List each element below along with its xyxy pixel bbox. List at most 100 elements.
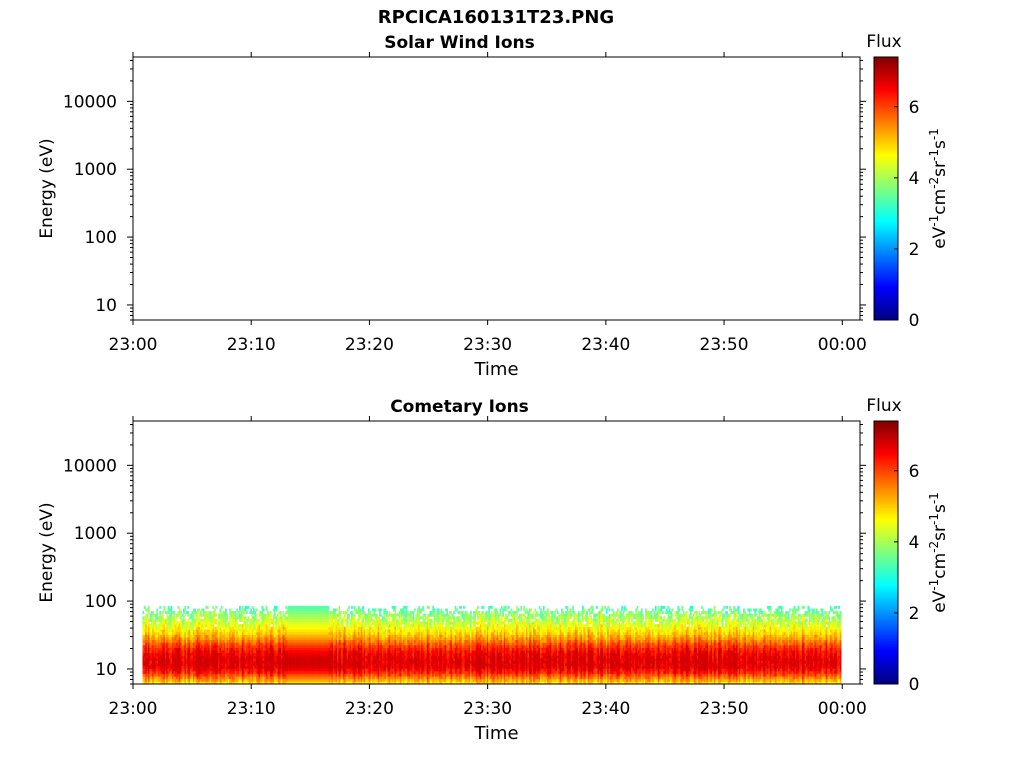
heatmap-cell — [335, 631, 338, 635]
heatmap-cell — [325, 681, 328, 685]
heatmap-cell — [148, 629, 150, 633]
heatmap-cell — [351, 631, 353, 635]
heatmap-cell — [197, 668, 199, 672]
heatmap-cell — [331, 681, 334, 685]
heatmap-cell — [267, 668, 269, 672]
heatmap-cell — [324, 655, 327, 659]
heatmap-cell — [197, 634, 199, 638]
heatmap-cell — [198, 642, 201, 646]
heatmap-cell — [295, 608, 297, 612]
heatmap-cell — [276, 665, 279, 669]
heatmap-cell — [142, 618, 145, 622]
heatmap-cell — [328, 660, 331, 664]
heatmap-cell — [349, 621, 352, 625]
heatmap-cell — [162, 668, 164, 672]
heatmap-cell — [195, 618, 198, 622]
heatmap-cell — [229, 631, 231, 635]
heatmap-cell — [174, 657, 177, 661]
heatmap-cell — [229, 678, 231, 682]
heatmap-cell — [219, 642, 222, 646]
heatmap-cell — [295, 655, 297, 659]
heatmap-cell — [164, 663, 167, 667]
heatmap-cell — [166, 678, 168, 682]
heatmap-cell — [170, 670, 173, 674]
heatmap-cell — [173, 668, 175, 672]
heatmap-cell — [302, 678, 304, 682]
heatmap-cell — [192, 663, 195, 667]
heatmap-cell — [311, 652, 314, 656]
heatmap-cell — [212, 670, 215, 674]
heatmap-cell — [278, 676, 280, 680]
heatmap-cell — [198, 668, 201, 672]
heatmap-cell — [218, 678, 220, 682]
heatmap-cell — [317, 605, 320, 609]
heatmap-cell — [211, 681, 213, 685]
heatmap-cell — [162, 652, 164, 656]
heatmap-cell — [229, 652, 231, 656]
heatmap-cell — [255, 657, 258, 661]
heatmap-cell — [188, 626, 191, 630]
heatmap-cell — [215, 613, 217, 617]
heatmap-cell — [386, 611, 388, 615]
heatmap-cell — [295, 647, 297, 651]
heatmap-cell — [304, 681, 307, 685]
heatmap-cell — [152, 657, 154, 661]
heatmap-cell — [302, 676, 304, 680]
heatmap-cell — [219, 678, 222, 682]
heatmap-cell — [278, 657, 280, 661]
heatmap-cell — [289, 634, 292, 638]
heatmap-cell — [195, 631, 198, 635]
heatmap-cell — [155, 670, 157, 674]
heatmap-cell — [184, 626, 187, 630]
heatmap-cell — [166, 618, 168, 622]
heatmap-cell — [328, 639, 331, 643]
heatmap-cell — [290, 647, 293, 651]
heatmap-cell — [321, 657, 324, 661]
heatmap-cell — [181, 676, 184, 680]
heatmap-cell — [194, 676, 196, 680]
heatmap-cell — [356, 668, 359, 672]
heatmap-cell — [226, 660, 229, 664]
heatmap-cell — [222, 655, 224, 659]
heatmap-cell — [327, 670, 329, 674]
heatmap-cell — [307, 657, 310, 661]
heatmap-cell — [341, 668, 343, 672]
heatmap-cell — [332, 616, 335, 620]
heatmap-cell — [148, 644, 150, 648]
heatmap-cell — [145, 647, 147, 651]
heatmap-cell — [152, 629, 154, 633]
heatmap-cell — [191, 644, 194, 648]
heatmap-cell — [148, 639, 150, 643]
heatmap-cell — [309, 660, 311, 664]
heatmap-cell — [324, 629, 327, 633]
heatmap-cell — [148, 655, 150, 659]
heatmap-cell — [356, 657, 359, 661]
heatmap-cell — [195, 673, 198, 677]
heatmap-cell — [258, 611, 261, 615]
heatmap-cell — [188, 657, 191, 661]
heatmap-cell — [212, 618, 215, 622]
heatmap-cell — [289, 668, 292, 672]
heatmap-cell — [261, 678, 264, 682]
heatmap-cell — [166, 673, 168, 677]
heatmap-cell — [241, 629, 244, 633]
heatmap-cell — [183, 670, 185, 674]
heatmap-cell — [171, 647, 174, 651]
heatmap-cell — [153, 650, 156, 654]
heatmap-cell — [234, 652, 237, 656]
heatmap-cell — [272, 618, 275, 622]
heatmap-cell — [342, 668, 345, 672]
heatmap-cell — [324, 621, 327, 625]
heatmap-cell — [237, 629, 240, 633]
heatmap-cell — [306, 655, 308, 659]
heatmap-cell — [351, 660, 353, 664]
heatmap-cell — [321, 650, 324, 654]
heatmap-cell — [246, 678, 248, 682]
heatmap-cell — [337, 650, 339, 654]
heatmap-cell — [188, 652, 191, 656]
heatmap-cell — [313, 673, 315, 677]
heatmap-cell — [236, 673, 238, 677]
heatmap-cell — [349, 644, 352, 648]
heatmap-cell — [332, 639, 335, 643]
heatmap-cell — [355, 655, 357, 659]
